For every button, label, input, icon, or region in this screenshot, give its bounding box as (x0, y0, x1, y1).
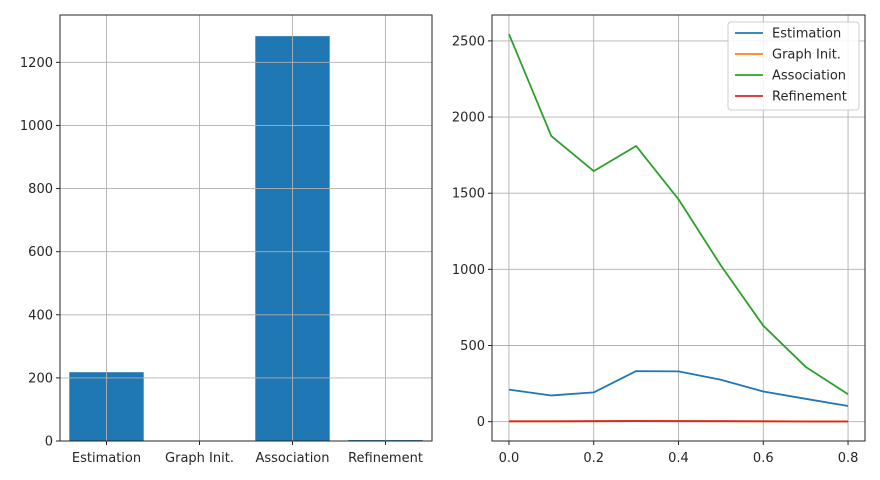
y-tick-label: 0 (45, 435, 53, 450)
legend-label: Association (772, 69, 846, 84)
y-tick-label: 1200 (20, 56, 53, 71)
y-tick-label: 200 (28, 371, 53, 386)
x-tick-label: 0.0 (499, 451, 520, 466)
series-line-estimation (508, 370, 849, 407)
y-tick-label: 0 (477, 415, 485, 430)
y-tick-label: 2000 (452, 111, 485, 126)
y-tick-label: 800 (28, 182, 53, 197)
x-tick-label: Refinement (348, 451, 423, 466)
bar-chart: 0 200 400 600 800 1000 1200 Estimation Graph Ini… (20, 14, 433, 466)
legend-frame (727, 21, 860, 111)
x-tick-label: 0.4 (668, 451, 689, 466)
legend-label: Graph Init. (772, 48, 841, 63)
legend-label: Refinement (772, 90, 847, 105)
y-tick-label: 1000 (20, 119, 53, 134)
y-tick-label: 600 (28, 245, 53, 260)
y-tick-label: 500 (460, 339, 485, 354)
line-chart: 0 500 1000 1500 2000 2500 0.0 0.2 0.4 0.6 0.8 Estim… (452, 14, 866, 466)
x-tick-label: 0.6 (753, 451, 774, 466)
y-tick-label: 1500 (452, 187, 485, 202)
x-tick-label: Graph Init. (165, 451, 234, 466)
y-tick-label: 1000 (452, 263, 485, 278)
x-tick-label: 0.2 (583, 451, 604, 466)
axes-frame (59, 14, 433, 442)
x-tick-label: Association (255, 451, 329, 466)
series-line-association (508, 33, 849, 395)
x-tick-label: Estimation (72, 451, 141, 466)
legend-label: Estimation (772, 27, 841, 42)
x-tick-label: 0.8 (838, 451, 859, 466)
y-tick-label: 400 (28, 308, 53, 323)
legend: Estimation Graph Init. Association Refineme… (727, 21, 860, 111)
y-tick-label: 2500 (452, 34, 485, 49)
